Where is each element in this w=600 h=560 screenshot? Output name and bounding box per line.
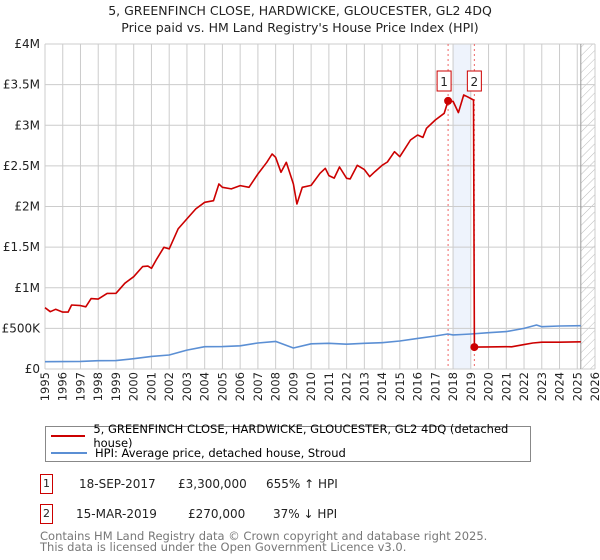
transaction-price: £270,000 bbox=[188, 507, 246, 521]
legend-swatch-blue bbox=[51, 452, 87, 454]
x-tick-label: 2000 bbox=[127, 372, 141, 401]
y-tick-label: £500K bbox=[2, 321, 42, 335]
y-tick-label: £3.5M bbox=[3, 78, 40, 92]
x-tick-label: 1996 bbox=[56, 372, 70, 401]
x-tick-label: 2021 bbox=[499, 372, 513, 401]
x-tick-label: 2018 bbox=[446, 372, 460, 401]
x-tick-label: 2001 bbox=[144, 372, 158, 401]
x-tick-label: 2006 bbox=[233, 372, 247, 401]
y-tick-label: £1M bbox=[14, 281, 40, 295]
x-tick-label: 2010 bbox=[304, 372, 318, 401]
footer-licence: This data is licensed under the Open Gov… bbox=[40, 540, 407, 554]
x-tick-label: 2024 bbox=[553, 372, 567, 401]
footer-copyright: Contains HM Land Registry data © Crown c… bbox=[40, 529, 488, 543]
legend-label-hpi: HPI: Average price, detached house, Stro… bbox=[95, 446, 346, 460]
x-tick-label: 1998 bbox=[91, 372, 105, 401]
legend-label-property: 5, GREENFINCH CLOSE, HARDWICKE, GLOUCEST… bbox=[93, 422, 509, 450]
x-tick-label: 2007 bbox=[251, 372, 265, 401]
x-tick-label: 2014 bbox=[375, 372, 389, 401]
x-tick-label: 2019 bbox=[464, 372, 478, 401]
transaction-date: 15-MAR-2019 bbox=[76, 507, 157, 521]
x-tick-label: 2005 bbox=[215, 372, 229, 401]
sale-point bbox=[470, 343, 479, 352]
x-tick-label: 2004 bbox=[198, 372, 212, 401]
x-tick-label: 1995 bbox=[38, 372, 52, 401]
y-tick-label: £2M bbox=[14, 200, 40, 214]
transaction-hpi: 37% ↓ HPI bbox=[273, 507, 338, 521]
hpi-line bbox=[44, 324, 581, 363]
chart-title: 5, GREENFINCH CLOSE, HARDWICKE, GLOUCEST… bbox=[108, 3, 492, 18]
x-tick-label: 2017 bbox=[428, 372, 442, 401]
x-tick-label: 2022 bbox=[517, 372, 531, 401]
y-tick-label: £0 bbox=[25, 362, 40, 376]
x-tick-label: 2002 bbox=[162, 372, 176, 401]
x-tick-label: 2003 bbox=[180, 372, 194, 401]
transaction-price: £3,300,000 bbox=[178, 477, 247, 491]
legend-item-hpi: HPI: Average price, detached house, Stro… bbox=[51, 445, 346, 461]
y-tick-label: £1.5M bbox=[3, 240, 40, 254]
transaction-marker: 1 bbox=[40, 474, 53, 494]
sale-label-box bbox=[436, 70, 452, 92]
y-tick-label: £3M bbox=[14, 118, 40, 132]
x-tick-label: 2008 bbox=[269, 372, 283, 401]
price-chart: 1995 1996 1997 1998 1999 2000 2001 2002 2003 2004… bbox=[2, 37, 600, 401]
y-tick-label: £2.5M bbox=[3, 159, 40, 173]
legend-item-property: 5, GREENFINCH CLOSE, HARDWICKE, GLOUCEST… bbox=[51, 422, 530, 450]
sale-point bbox=[444, 96, 453, 105]
x-tick-label: 2009 bbox=[286, 372, 300, 401]
x-tick-label: 2020 bbox=[482, 372, 496, 401]
transaction-marker: 2 bbox=[40, 504, 53, 524]
transaction-date: 18-SEP-2017 bbox=[79, 477, 156, 491]
x-tick-label: 2026 bbox=[588, 372, 600, 401]
legend: 5, GREENFINCH CLOSE, HARDWICKE, GLOUCEST… bbox=[45, 422, 531, 462]
sale-label: 1 bbox=[440, 75, 448, 89]
chart-subtitle: Price paid vs. HM Land Registry's House … bbox=[121, 20, 479, 35]
sale-label-box bbox=[466, 70, 482, 92]
sale-label: 2 bbox=[471, 75, 479, 89]
property-price-line bbox=[44, 94, 581, 348]
transaction-hpi: 655% ↑ HPI bbox=[266, 477, 338, 491]
x-tick-label: 2011 bbox=[322, 372, 336, 401]
y-tick-label: £4M bbox=[14, 37, 40, 51]
x-tick-label: 2012 bbox=[340, 372, 354, 401]
x-tick-label: 1997 bbox=[73, 372, 87, 401]
x-tick-label: 1999 bbox=[109, 372, 123, 401]
x-tick-label: 2013 bbox=[357, 372, 371, 401]
x-tick-label: 2023 bbox=[535, 372, 549, 401]
x-tick-label: 2016 bbox=[411, 372, 425, 401]
x-tick-label: 2015 bbox=[393, 372, 407, 401]
legend-swatch-red bbox=[51, 435, 86, 437]
x-tick-label: 2025 bbox=[570, 372, 584, 401]
